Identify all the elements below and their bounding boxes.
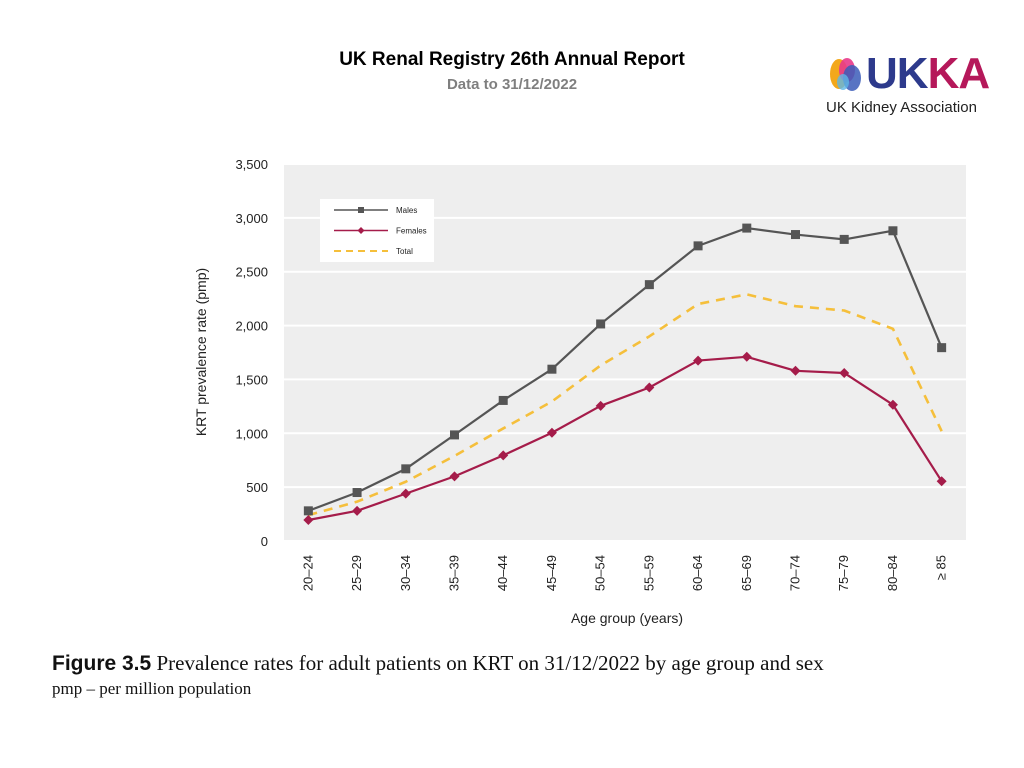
figure-caption-text: Prevalence rates for adult patients on K… bbox=[156, 651, 824, 675]
females-point bbox=[644, 382, 655, 393]
x-tick-label: 80–84 bbox=[885, 555, 900, 591]
y-tick-label: 3,000 bbox=[235, 211, 268, 226]
males-point bbox=[547, 364, 557, 374]
report-header: UK Renal Registry 26th Annual Report Dat… bbox=[0, 46, 1024, 96]
y-tick-label: 2,500 bbox=[235, 265, 268, 280]
x-tick-label: 35–39 bbox=[447, 555, 462, 591]
females-point bbox=[352, 505, 363, 516]
x-tick-label: 65–69 bbox=[739, 555, 754, 591]
y-tick-label: 1,000 bbox=[235, 426, 268, 441]
males-point bbox=[498, 395, 508, 405]
males-point bbox=[401, 464, 411, 474]
x-tick-label: 55–59 bbox=[641, 555, 656, 591]
report-title: UK Renal Registry 26th Annual Report bbox=[339, 49, 685, 70]
x-tick-label: 50–54 bbox=[593, 555, 608, 591]
legend-marker-females bbox=[357, 227, 365, 234]
legend-label-females: Females bbox=[396, 227, 427, 236]
males-point bbox=[596, 319, 606, 329]
females-point bbox=[839, 367, 850, 378]
males-point bbox=[352, 488, 362, 498]
females-point bbox=[693, 355, 704, 366]
x-tick-label: 20–24 bbox=[300, 555, 315, 591]
males-point bbox=[450, 430, 459, 440]
females-point bbox=[303, 514, 314, 525]
x-tick-label: 70–74 bbox=[788, 555, 803, 591]
males-point bbox=[303, 506, 313, 516]
males-series-line bbox=[307, 226, 943, 512]
logo-word-uk: UK bbox=[866, 49, 929, 98]
x-axis-ticks: 20–24 25–29 30–34 35–39 40–44 45–49 50–54 55–59… bbox=[300, 555, 948, 591]
x-tick-label: 30–34 bbox=[398, 555, 413, 591]
chart-legend: Males Females Total bbox=[320, 199, 434, 262]
females-point bbox=[546, 427, 557, 438]
y-tick-label: 3,500 bbox=[235, 157, 268, 172]
x-tick-label: 75–79 bbox=[836, 555, 851, 591]
males-point bbox=[839, 234, 849, 244]
logo-word-ka: KA bbox=[927, 49, 991, 98]
females-series-line bbox=[308, 355, 943, 522]
x-tick-label: 45–49 bbox=[544, 555, 559, 591]
y-tick-label: 1,500 bbox=[235, 372, 268, 387]
ukka-logo: UKKA UK Kidney Association bbox=[822, 50, 994, 120]
legend-label-males: Males bbox=[396, 206, 417, 215]
x-tick-label: 40–44 bbox=[495, 555, 510, 591]
x-tick-label: 60–64 bbox=[690, 555, 705, 591]
males-point bbox=[937, 343, 947, 353]
y-axis-label: KRT prevalence rate (pmp) bbox=[193, 268, 209, 436]
series-group bbox=[303, 223, 947, 525]
females-point bbox=[741, 351, 752, 362]
logo-wordmark: UKKA bbox=[866, 49, 991, 98]
y-axis-ticks: 0 500 1,000 1,500 2,000 2,500 3,000 3,500 bbox=[235, 157, 268, 549]
males-point bbox=[644, 280, 654, 290]
y-tick-label: 0 bbox=[261, 534, 268, 549]
y-tick-label: 500 bbox=[246, 480, 268, 495]
figure-caption: Figure 3.5 Prevalence rates for adult pa… bbox=[52, 650, 824, 701]
y-tick-label: 2,000 bbox=[235, 319, 268, 334]
males-point bbox=[791, 230, 800, 240]
females-point bbox=[936, 476, 947, 487]
x-axis-label: Age group (years) bbox=[571, 610, 683, 626]
females-point bbox=[595, 400, 606, 411]
males-point bbox=[742, 223, 752, 233]
x-tick-label: 25–29 bbox=[349, 555, 364, 591]
females-point bbox=[449, 471, 460, 482]
legend-label-total: Total bbox=[396, 247, 413, 256]
report-subtitle: Data to 31/12/2022 bbox=[446, 76, 578, 93]
females-point bbox=[498, 450, 509, 461]
legend-marker-males bbox=[358, 207, 364, 213]
females-point bbox=[400, 488, 411, 499]
x-tick-label: ≥ 85 bbox=[934, 555, 949, 580]
males-point bbox=[888, 226, 898, 236]
males-point bbox=[693, 241, 703, 251]
figure-note: pmp – per million population bbox=[52, 679, 252, 698]
females-point bbox=[790, 365, 801, 376]
females-point bbox=[887, 399, 898, 410]
logo-tagline: UK Kidney Association bbox=[826, 99, 977, 116]
figure-label: Figure 3.5 bbox=[52, 652, 152, 675]
total-series-line bbox=[308, 293, 943, 517]
kidney-logo-icon bbox=[830, 58, 861, 91]
